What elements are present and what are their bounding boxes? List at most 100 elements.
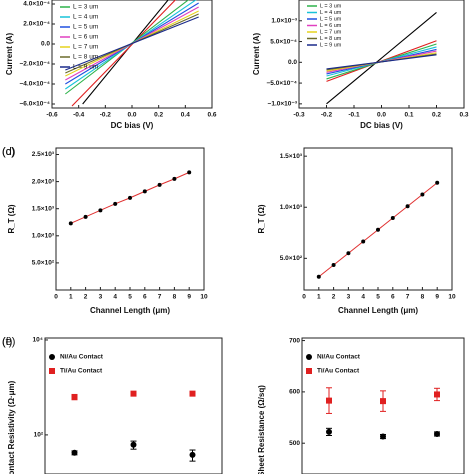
legend-label: Ti/Au Contact — [317, 368, 360, 375]
x-tick-label: -0.2 — [321, 112, 333, 119]
y-axis-title: R_T (Ω) — [7, 204, 16, 233]
legend-swatch — [49, 368, 55, 374]
legend-label: L = 5 um — [320, 16, 342, 22]
x-tick-label: 0.1 — [404, 112, 413, 119]
y-tick-label: 2.0×10⁻⁴ — [23, 21, 50, 28]
legend-label: L = 7 um — [73, 44, 98, 51]
x-tick-label: 0.2 — [432, 112, 441, 119]
data-point — [346, 251, 351, 256]
x-axis-title: DC bias (V) — [360, 121, 403, 130]
y-tick-label: 0.0 — [288, 59, 297, 66]
plot-frame — [303, 147, 453, 291]
y-axis-title: Sheet Resistance (Ω/sq) — [257, 385, 266, 474]
data-point — [434, 391, 440, 398]
x-tick-label: -0.3 — [293, 112, 305, 119]
data-point — [128, 195, 132, 200]
legend-label: L = 6 um — [320, 23, 342, 29]
plot-frame — [55, 147, 205, 291]
panel: −1.0×10⁻³ −5.0×10⁻⁴ 0.0 5.0×10⁻⁴ 1.0×10⁻³ -0.… — [252, 0, 469, 130]
data-point — [434, 430, 440, 437]
x-tick-label: 1 — [317, 294, 321, 301]
x-tick-label: -0.4 — [73, 112, 85, 119]
legend-label: L = 3 um — [320, 3, 342, 9]
y-tick-label: 5.0×10² — [280, 255, 303, 262]
panel: 500 600 700 Sheet Resistance (Ω/sq) (f) Ni/Au… — [2, 336, 465, 474]
plot-frame — [301, 337, 465, 474]
legend-label: Ti/Au Contact — [60, 368, 103, 375]
legend-swatch — [306, 368, 312, 374]
iv-curve — [65, 16, 199, 71]
data-point — [326, 428, 332, 435]
y-tick-label: 10² — [34, 432, 44, 439]
data-point — [390, 215, 395, 220]
y-tick-label: 500 — [289, 440, 300, 447]
y-tick-label: 600 — [289, 389, 300, 396]
x-tick-label: 8 — [173, 294, 177, 301]
data-point — [405, 204, 410, 209]
legend-label: L = 8 um — [73, 54, 98, 61]
data-point — [68, 221, 73, 226]
x-tick-label: 2 — [84, 294, 88, 301]
y-axis-title: Current (A) — [252, 33, 261, 76]
y-tick-label: 5.0×10⁻⁴ — [270, 38, 297, 45]
y-tick-label: −4.0×10⁻⁴ — [19, 81, 50, 88]
legend-label: Ni/Au Contact — [317, 354, 361, 361]
data-point — [130, 441, 137, 448]
x-tick-label: 6 — [143, 294, 147, 301]
data-point — [380, 398, 386, 405]
data-point — [331, 262, 336, 267]
panel: 10² 10⁴ Contact Resistivity (Ω·μm) (e) Ni/Au… — [2, 336, 223, 474]
legend-label: L = 4 um — [73, 14, 98, 21]
x-tick-label: 6 — [391, 294, 395, 301]
x-tick-label: 1 — [69, 294, 73, 301]
legend-swatch — [306, 354, 312, 360]
y-tick-label: 10⁴ — [33, 337, 43, 344]
x-tick-label: -0.6 — [46, 112, 58, 119]
x-axis-title: Channel Length (μm) — [338, 306, 418, 315]
x-tick-label: 9 — [435, 294, 439, 301]
data-point — [113, 201, 118, 206]
y-tick-label: 2.0×10³ — [32, 178, 55, 185]
data-point — [326, 397, 332, 404]
y-tick-label: 2.5×10³ — [32, 151, 55, 158]
iv-curve — [326, 54, 437, 70]
x-tick-label: 5 — [376, 294, 380, 301]
x-tick-label: 4 — [113, 294, 117, 301]
panel: −6.0×10⁻⁴ −4.0×10⁻⁴ −2.0×10⁻⁴ 0.0 2.0×10⁻⁴ 4.… — [5, 0, 217, 130]
x-tick-label: 10 — [448, 294, 456, 301]
x-tick-label: 3 — [347, 294, 351, 301]
legend-label: L = 8 um — [320, 36, 342, 42]
panel-label: (e) — [2, 336, 15, 348]
data-point — [361, 239, 366, 244]
legend-label: L = 7 um — [320, 29, 342, 35]
data-point — [83, 214, 88, 219]
legend-label: L = 5 um — [73, 24, 98, 31]
y-tick-label: 1.0×10³ — [280, 204, 303, 211]
data-point — [142, 189, 147, 194]
y-tick-label: 4.0×10⁻⁴ — [23, 1, 50, 8]
x-tick-label: 0.0 — [377, 112, 386, 119]
series-group — [64, 0, 199, 107]
x-tick-label: 0.3 — [459, 112, 468, 119]
x-tick-label: -0.2 — [100, 112, 112, 119]
legend-label: L = 6 um — [73, 34, 98, 41]
x-tick-label: 0.0 — [127, 112, 136, 119]
panel-label: (f) — [2, 336, 12, 348]
y-axis-title: Contact Resistivity (Ω·μm) — [7, 380, 16, 474]
x-tick-label: 0.2 — [154, 112, 163, 119]
data-point — [376, 227, 380, 232]
series-group — [71, 390, 196, 462]
y-tick-label: 1.0×10⁻³ — [271, 17, 297, 24]
x-tick-label: 0.4 — [181, 112, 190, 119]
iv-curve — [326, 12, 437, 105]
x-tick-label: 4 — [361, 294, 365, 301]
y-axis-title: Current (A) — [5, 33, 14, 76]
y-tick-label: 700 — [289, 337, 300, 344]
x-tick-label: 7 — [158, 294, 162, 301]
data-point — [71, 449, 78, 456]
legend-label: Ni/Au Contact — [60, 354, 104, 361]
x-axis-title: DC bias (V) — [111, 121, 154, 130]
legend-label: L = 9 um — [73, 64, 98, 71]
panel: 5.0×10² 1.0×10³ 1.5×10³ 2.0×10³ 2.5×10³ 0 1 2 3 4… — [2, 146, 208, 315]
